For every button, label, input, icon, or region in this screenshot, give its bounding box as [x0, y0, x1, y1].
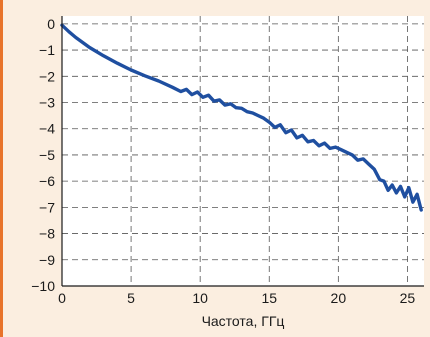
y-tick-label: −3	[39, 95, 55, 111]
y-tick-label: −6	[39, 173, 55, 189]
y-tick-label: −8	[39, 226, 55, 242]
y-tick-label: −4	[39, 121, 55, 137]
x-tick-label: 10	[192, 290, 208, 306]
y-tick-label: −2	[39, 68, 55, 84]
y-tick-label: −10	[31, 278, 55, 294]
x-tick-label: 20	[331, 290, 347, 306]
plot-area	[62, 16, 424, 286]
x-tick-label: 5	[127, 290, 135, 306]
y-tick-label: −9	[39, 252, 55, 268]
y-tick-label: −7	[39, 199, 55, 215]
x-tick-label: 25	[400, 290, 416, 306]
x-tick-label: 0	[58, 290, 66, 306]
y-tick-label: −5	[39, 147, 55, 163]
x-tick-label: 15	[261, 290, 277, 306]
y-tick-label: −1	[39, 42, 55, 58]
x-axis-label: Частота, ГГц	[202, 313, 285, 329]
series-line	[60, 23, 423, 212]
y-tick-label: 0	[47, 16, 55, 32]
